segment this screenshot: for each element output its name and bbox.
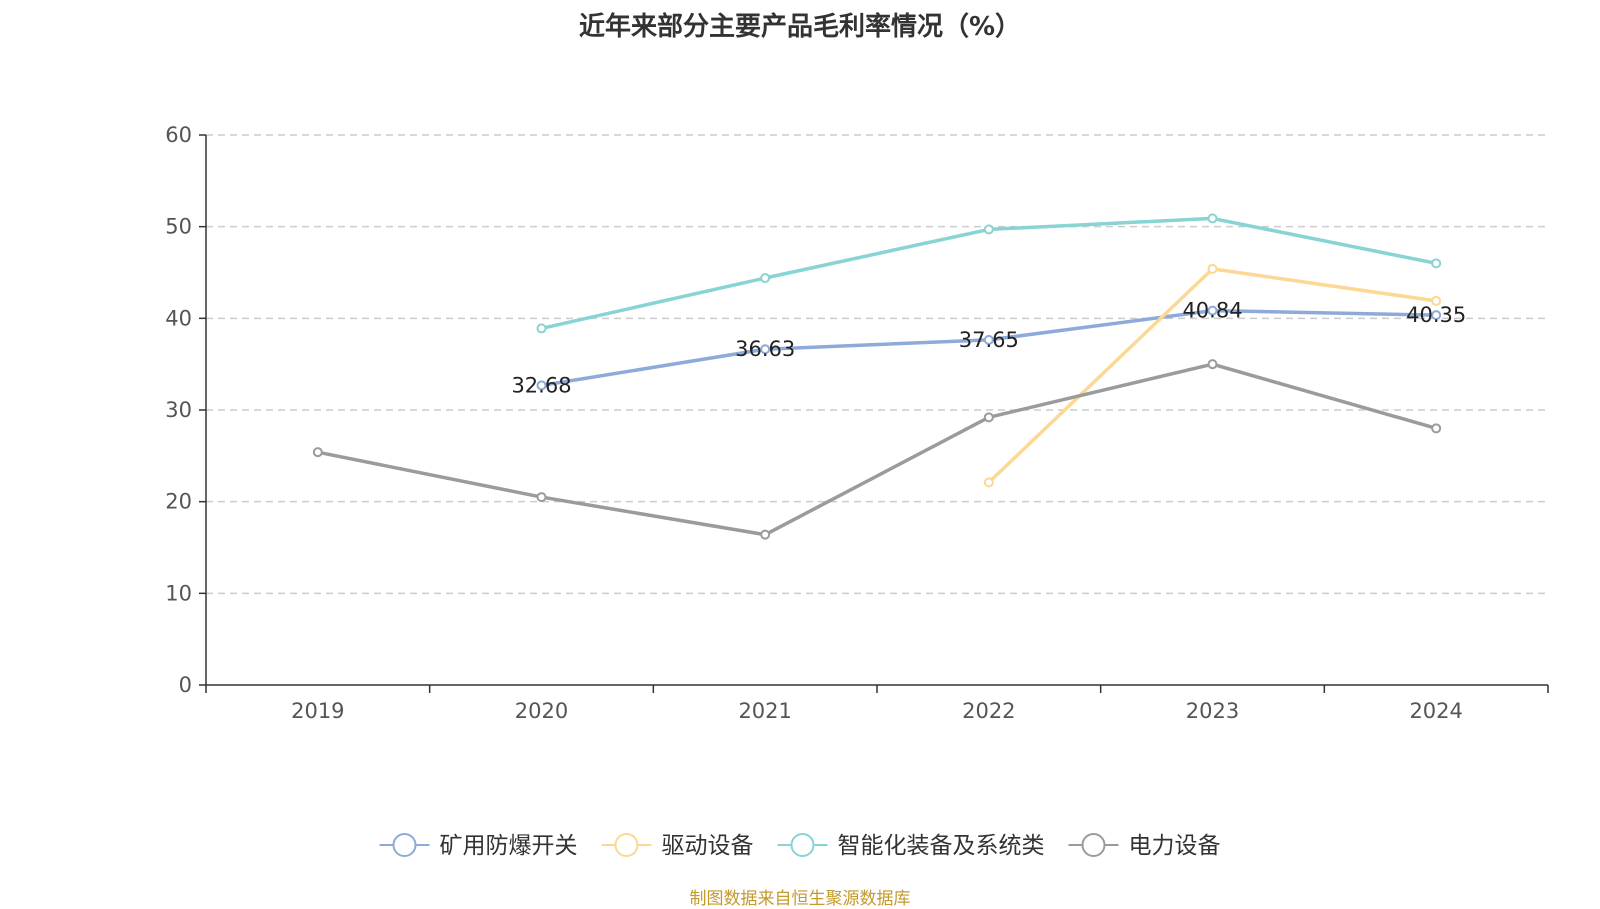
data-source-note: 制图数据来自恒生聚源数据库 — [689, 889, 911, 909]
data-label: 32.68 — [511, 373, 571, 397]
grid-lines — [206, 134, 1548, 595]
legend-label: 驱动设备 — [662, 833, 754, 859]
legend-marker — [1081, 833, 1106, 857]
x-tick-label: 2020 — [515, 699, 568, 723]
x-tick-label: 2019 — [291, 699, 344, 723]
legend-item[interactable]: 电力设备 — [1068, 833, 1221, 859]
data-label: 40.35 — [1406, 303, 1466, 327]
data-point — [536, 323, 547, 334]
data-point — [983, 334, 994, 345]
legend-marker — [392, 833, 417, 857]
data-point — [536, 492, 547, 503]
legend-label: 矿用防爆开关 — [440, 833, 578, 859]
legend-item[interactable]: 矿用防爆开关 — [379, 833, 578, 859]
data-point — [983, 477, 994, 488]
y-tick-label: 60 — [165, 123, 192, 147]
axes: 0 10 20 30 40 50 60 2019 2020 2021 2022 2023 2024 — [165, 123, 1549, 723]
x-tick-label: 2024 — [1409, 699, 1462, 723]
data-label: 40.84 — [1182, 299, 1242, 323]
data-label: 36.63 — [735, 337, 795, 361]
data-point — [1431, 423, 1442, 434]
legend-marker — [614, 833, 639, 857]
x-tick-label: 2021 — [738, 699, 791, 723]
x-tick-label: 2023 — [1186, 699, 1239, 723]
data-label: 37.65 — [959, 328, 1019, 352]
data-point — [1431, 295, 1442, 306]
data-point — [983, 224, 994, 235]
y-tick-label: 50 — [165, 215, 192, 239]
data-point — [760, 529, 771, 540]
y-tick-label: 0 — [179, 673, 192, 697]
data-labels: 32.68 36.63 37.65 40.84 40.35 — [511, 299, 1466, 398]
data-point — [1431, 258, 1442, 269]
data-point — [983, 412, 994, 423]
data-point — [536, 380, 547, 391]
legend[interactable]: 矿用防爆开关 驱动设备 智能化装备及系统类 电力设备 — [379, 833, 1221, 859]
y-tick-label: 30 — [165, 398, 192, 422]
data-point — [312, 447, 323, 458]
data-point — [1207, 213, 1218, 224]
legend-item[interactable]: 智能化装备及系统类 — [777, 833, 1045, 859]
series-lines — [312, 213, 1442, 540]
data-point — [1207, 359, 1218, 370]
y-tick-label: 20 — [165, 490, 192, 514]
data-point — [1431, 310, 1442, 321]
x-tick-label: 2022 — [962, 699, 1015, 723]
series-line — [317, 362, 1437, 537]
legend-label: 电力设备 — [1129, 833, 1221, 859]
y-tick-label: 10 — [165, 581, 192, 605]
data-point — [1207, 305, 1218, 316]
legend-label: 智能化装备及系统类 — [838, 833, 1045, 859]
chart-title: 近年来部分主要产品毛利率情况（%） — [578, 12, 1022, 42]
data-point — [1207, 263, 1218, 274]
data-point — [760, 273, 771, 283]
data-point — [760, 344, 771, 355]
legend-item[interactable]: 驱动设备 — [601, 833, 754, 859]
y-tick-label: 40 — [165, 306, 192, 330]
legend-marker — [790, 833, 815, 857]
